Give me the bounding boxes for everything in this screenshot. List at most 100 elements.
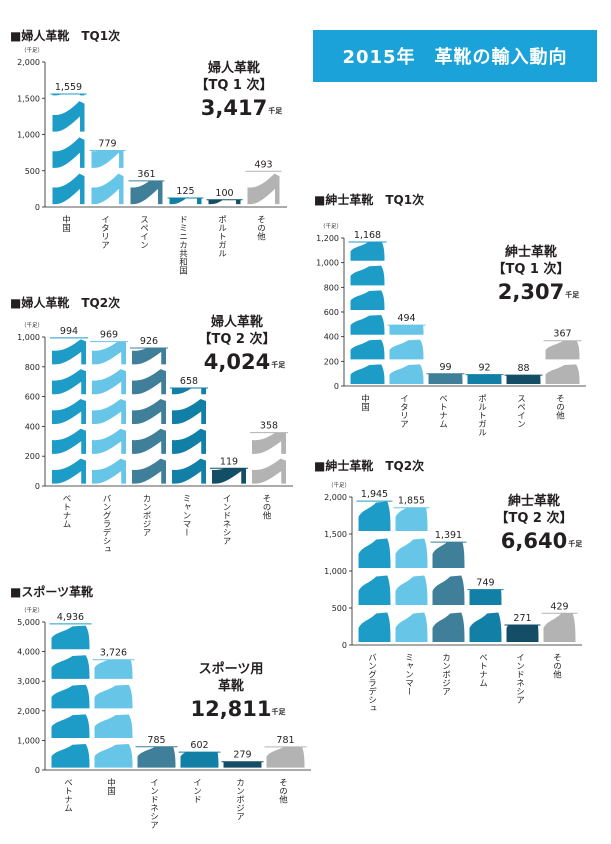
category-label: その他 [261,494,271,520]
y-tick-label: 1,500 [324,530,347,539]
women-shoe-icon [92,428,126,454]
y-tick-label: 400 [25,422,40,431]
category-label: ベトナム [478,653,488,687]
y-tick-label: 200 [25,452,40,461]
sneaker-icon [51,684,90,709]
data-label: 969 [100,330,118,341]
category-label: 中国 [106,777,116,796]
data-label: 785 [147,735,165,746]
y-tick-label: 500 [25,167,40,176]
sneaker-icon-stack [266,746,305,768]
women-shoe-icon [52,137,85,168]
y-tick-label: 600 [324,308,339,317]
men-shoe-icon [350,290,385,311]
total-name: スポーツ用 [199,661,264,677]
sneaker-icon [180,752,219,768]
women-shoe-icon [132,428,166,454]
women-shoe-icon [172,428,206,454]
women-shoe-icon [132,398,166,425]
unit-label: （千足） [21,321,43,329]
men-shoe-icon [389,339,424,360]
sneaker-icon [51,744,90,768]
men-shoe-icon-stack [506,576,539,643]
men-shoe-icon [469,612,502,643]
category-label: イタリア [100,215,110,249]
total-name: 婦人革靴 [210,314,263,330]
data-label: 781 [276,735,294,746]
data-label: 493 [254,159,272,170]
bar [128,180,165,205]
category-label: 中国 [360,393,370,412]
total-value: 12,811 [190,697,271,721]
total-name: 婦人革靴 [207,60,260,76]
women-shoe-icon [52,101,85,132]
total-value: 4,024 [204,350,270,374]
category-label: インドネシア [221,494,231,545]
women-shoe-icon [130,180,163,205]
women-shoe-icon-stack [91,150,124,205]
men-shoe-icon-stack [543,613,576,643]
bar [356,500,393,643]
chart-title: ■婦人革靴 TQ2次 [10,295,120,310]
bar [90,341,128,484]
men-shoe-icon [395,507,428,532]
men-shoe-icon [507,576,539,606]
category-label: カンボジア [441,653,451,696]
women-shoe-icon-stack [252,432,286,484]
data-label: 119 [220,456,238,467]
data-label: 1,168 [354,230,381,241]
data-label: 994 [60,326,78,337]
sneaker-icon-stack [137,746,176,768]
men-shoe-icon [389,364,424,385]
y-tick-label: 2,000 [17,58,40,67]
men-shoe-icon [358,575,391,606]
sneaker-icon [94,659,133,679]
category-label: ベトナム [63,778,73,812]
chart-title: ■婦人革靴 TQ1次 [10,28,120,43]
women-shoe-icon [252,458,286,484]
category-label: その他 [256,215,266,241]
data-label: 4,936 [57,612,84,623]
bar [504,576,541,643]
y-tick-label: 1,000 [316,259,339,268]
category-label: スペイン [139,215,149,249]
category-label: ベトナム [61,494,71,528]
y-tick-label: 4,000 [17,648,40,657]
men-shoe-icon-stack [506,375,541,385]
total-period: 【TQ 1 次】 [492,261,569,277]
total-unit: 千足 [565,290,580,299]
chart-title: ■紳士革靴 TQ1次 [314,192,424,207]
women-shoe-icon-stack [247,173,280,205]
women-shoe-icon-stack [52,93,85,205]
total-period: 【TQ 1 次】 [195,77,272,93]
data-label: 279 [233,750,251,761]
women-shoe-icon [172,387,206,395]
y-tick-label: 0 [35,482,40,491]
women-shoe-icon [52,398,86,425]
bar [541,612,578,643]
data-label: 358 [260,421,278,432]
total-name: 紳士革靴 [508,493,560,509]
total-period: 【TQ 2 次】 [495,510,572,526]
men-shoe-icon [350,364,385,385]
unit-label: （千足） [320,222,342,230]
women-shoe-icon [132,369,166,395]
women-shoe-icon [91,173,124,205]
category-label: インドネシア [149,778,159,829]
data-label: 602 [190,740,208,751]
men-shoe-icon [350,339,385,360]
unit-label: （千足） [21,46,43,54]
data-label: 99 [439,362,451,373]
category-label: ベトナム [438,394,448,428]
category-label: スペイン [516,394,526,428]
women-shoe-icon-stack [212,468,246,484]
bar [348,241,387,385]
sneaker-icon-stack [223,761,262,768]
men-shoe-icon-stack [467,374,502,385]
y-tick-label: 1,200 [316,234,339,243]
men-shoe-icon [358,538,391,569]
data-label: 100 [215,188,233,199]
men-shoe-icon [433,502,465,532]
